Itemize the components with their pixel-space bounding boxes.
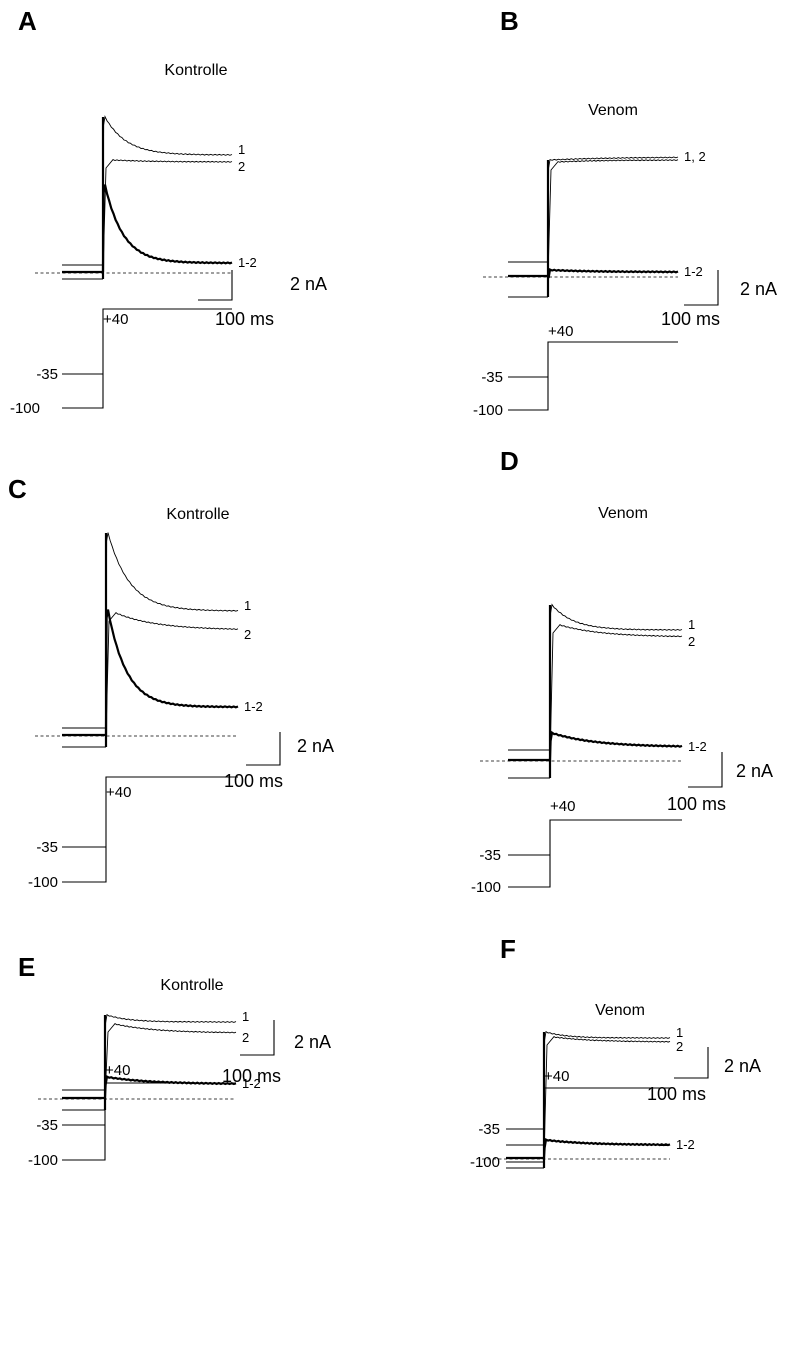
voltage-hold-label: -35 <box>36 1117 58 1134</box>
trace-label-difference: 1-2 <box>688 739 707 754</box>
current-trace-1 <box>547 156 679 277</box>
voltage-hold-label: -35 <box>36 366 58 383</box>
panel-e: E Kontrolle 1 2 1-2 2 nA 100 ms +40 -35 -100 <box>18 952 331 1169</box>
panel-letter: E <box>18 952 35 982</box>
scale-current-label: 2 nA <box>297 736 334 756</box>
trace-label-2: 2 <box>238 159 245 174</box>
voltage-pre-label: -100 <box>471 879 501 896</box>
scale-time-label: 100 ms <box>667 794 726 814</box>
scale-time-label: 100 ms <box>661 309 720 329</box>
trace-label-difference: 1-2 <box>684 264 703 279</box>
current-trace-2 <box>543 1036 671 1159</box>
panel-letter: B <box>500 6 519 36</box>
voltage-pre-label: -100 <box>28 874 58 891</box>
trace-label-2: 2 <box>242 1030 249 1045</box>
current-trace-2 <box>105 611 239 736</box>
voltage-pre-label: -100 <box>473 402 503 419</box>
trace-label-1-2: 1, 2 <box>684 149 706 164</box>
trace-label-2: 2 <box>244 627 251 642</box>
condition-label: Venom <box>595 1002 645 1019</box>
current-trace-1 <box>543 1030 671 1159</box>
current-trace-1 <box>549 603 683 761</box>
panel-letter: F <box>500 934 516 964</box>
current-trace-1 <box>104 1013 237 1099</box>
difference-trace <box>542 1137 671 1159</box>
voltage-hold-label: -35 <box>479 847 501 864</box>
current-trace-2 <box>547 159 679 277</box>
condition-label: Venom <box>598 505 648 522</box>
voltage-protocol <box>62 308 232 409</box>
condition-label: Venom <box>588 102 638 119</box>
scale-current-label: 2 nA <box>724 1056 761 1076</box>
voltage-protocol <box>62 776 238 883</box>
voltage-step-label: +40 <box>550 798 575 815</box>
scale-bar <box>674 1047 709 1079</box>
current-trace-2 <box>104 1023 237 1099</box>
current-trace-2 <box>549 623 683 761</box>
trace-label-2: 2 <box>676 1039 683 1054</box>
trace-label-difference: 1-2 <box>242 1076 261 1091</box>
voltage-hold-label: -35 <box>481 369 503 386</box>
trace-label-difference: 1-2 <box>244 699 263 714</box>
scale-current-label: 2 nA <box>740 279 777 299</box>
scale-time-label: 100 ms <box>222 1066 281 1086</box>
scale-time-label: 100 ms <box>224 771 283 791</box>
voltage-step-label: +40 <box>544 1068 569 1085</box>
voltage-pre-label: -100 <box>28 1152 58 1169</box>
difference-trace <box>103 1074 237 1099</box>
voltage-protocol <box>508 341 678 411</box>
current-trace-1 <box>102 115 233 273</box>
trace-label-1: 1 <box>688 617 695 632</box>
voltage-hold-label: -35 <box>478 1121 500 1138</box>
scale-current-label: 2 nA <box>294 1032 331 1052</box>
scale-bar <box>246 732 281 766</box>
trace-label-difference: 1-2 <box>676 1137 695 1152</box>
difference-trace <box>548 730 683 761</box>
panel-d: D Venom 1 2 1-2 2 nA 100 ms +40 -35 -100 <box>471 446 773 896</box>
panel-a: A Kontrolle 1 2 1-2 2 nA 100 ms +40 -35 -100 <box>10 6 327 417</box>
voltage-protocol <box>508 819 682 888</box>
condition-label: Kontrolle <box>164 62 227 79</box>
panel-f: F Venom 12 1-2 2 nA 100 ms +40 -35 -100 <box>470 934 761 1171</box>
trace-label-1: 1 <box>242 1009 249 1024</box>
voltage-protocol <box>506 1087 670 1163</box>
scale-current-label: 2 nA <box>290 274 327 294</box>
trace-label-1: 1 <box>244 598 251 613</box>
voltage-step-label: +40 <box>106 784 131 801</box>
panel-letter: A <box>18 6 37 36</box>
current-trace-2 <box>102 159 233 273</box>
voltage-protocol <box>62 1082 236 1161</box>
condition-label: Kontrolle <box>160 977 223 994</box>
voltage-step-label: +40 <box>105 1062 130 1079</box>
scale-bar <box>198 270 233 301</box>
trace-label-1: 1 <box>238 142 245 157</box>
difference-trace <box>104 609 239 736</box>
difference-trace <box>101 184 233 273</box>
scale-time-label: 100 ms <box>647 1084 706 1104</box>
difference-trace <box>546 268 679 279</box>
panel-letter: C <box>8 474 27 504</box>
condition-label: Kontrolle <box>166 506 229 523</box>
voltage-pre-label: -100 <box>10 400 40 417</box>
voltage-hold-label: -35 <box>36 839 58 856</box>
voltage-pre-label: -100 <box>470 1154 500 1171</box>
panel-b: B Venom 1, 2 1-2 2 nA 100 ms +40 -35 -100 <box>473 6 777 419</box>
scale-bar <box>240 1020 275 1056</box>
voltage-step-label: +40 <box>103 311 128 328</box>
scale-bar <box>684 270 719 306</box>
scale-time-label: 100 ms <box>215 309 274 329</box>
panel-c: C Kontrolle 1 2 1-2 2 nA 100 ms +40 -35 -100 <box>8 474 334 891</box>
panel-letter: D <box>500 446 519 476</box>
voltage-step-label: +40 <box>548 323 573 340</box>
scale-current-label: 2 nA <box>736 761 773 781</box>
trace-label-difference: 1-2 <box>238 255 257 270</box>
scale-bar <box>688 752 723 788</box>
trace-label-2: 2 <box>688 634 695 649</box>
current-trace-1 <box>105 532 239 736</box>
trace-label-1: 1 <box>676 1025 683 1040</box>
